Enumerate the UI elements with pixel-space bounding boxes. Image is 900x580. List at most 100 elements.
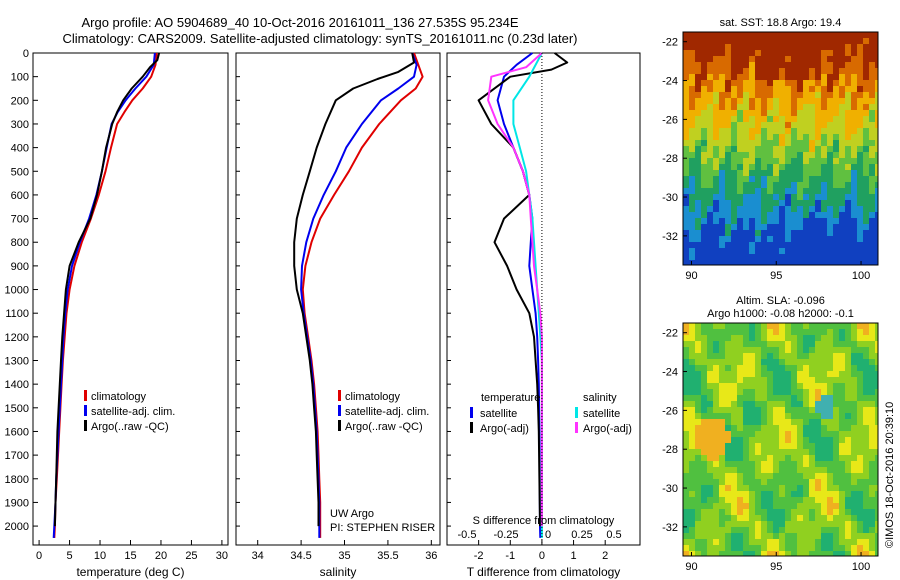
heatmap-cell bbox=[791, 425, 798, 432]
heatmap-cell bbox=[863, 146, 870, 153]
heatmap-cell bbox=[839, 98, 846, 105]
heatmap-cell bbox=[773, 401, 780, 408]
heatmap-cell bbox=[731, 200, 738, 207]
heatmap-cell bbox=[791, 80, 798, 87]
heatmap-cell bbox=[797, 467, 804, 474]
heatmap-cell bbox=[779, 134, 786, 141]
heatmap-cell bbox=[707, 86, 714, 93]
heatmap-cell bbox=[833, 389, 840, 396]
heatmap-cell bbox=[695, 377, 702, 384]
heatmap-cell bbox=[755, 437, 762, 444]
heatmap-cell bbox=[701, 353, 708, 360]
y-tick-label: 1900 bbox=[5, 497, 29, 509]
heatmap-cell bbox=[845, 407, 852, 414]
heatmap-cell bbox=[875, 230, 879, 237]
heatmap-cell bbox=[731, 230, 738, 237]
heatmap-cell bbox=[779, 323, 786, 330]
heatmap-cell bbox=[743, 521, 750, 528]
heatmap-cell bbox=[857, 86, 864, 93]
heatmap-cell bbox=[737, 497, 744, 504]
heatmap-cell bbox=[809, 419, 816, 426]
heatmap-cell bbox=[719, 527, 726, 534]
heatmap-cell bbox=[803, 50, 810, 57]
heatmap-cell bbox=[683, 419, 690, 426]
heatmap-cell bbox=[707, 116, 714, 123]
heatmap-cell bbox=[869, 74, 876, 81]
heatmap-cell bbox=[749, 437, 756, 444]
heatmap-cell bbox=[785, 260, 792, 266]
heatmap-cell bbox=[707, 218, 714, 225]
heatmap-cell bbox=[815, 455, 822, 462]
heatmap-cell bbox=[821, 260, 828, 266]
heatmap-cell bbox=[683, 242, 690, 249]
heatmap-cell bbox=[707, 122, 714, 129]
heatmap-cell bbox=[821, 98, 828, 105]
heatmap-cell bbox=[755, 551, 762, 557]
heatmap-cell bbox=[695, 533, 702, 540]
heatmap-cell bbox=[791, 140, 798, 147]
heatmap-cell bbox=[689, 491, 696, 498]
heatmap-cell bbox=[851, 449, 858, 456]
heatmap-cell bbox=[869, 323, 876, 330]
heatmap-cell bbox=[815, 515, 822, 522]
x-tick-label: 2 bbox=[602, 550, 608, 562]
heatmap-cell bbox=[773, 176, 780, 183]
heatmap-cell bbox=[761, 449, 768, 456]
heatmap-cell bbox=[689, 395, 696, 402]
heatmap-cell bbox=[713, 461, 720, 468]
heatmap-cell bbox=[851, 539, 858, 546]
heatmap-cell bbox=[749, 509, 756, 516]
heatmap-cell bbox=[725, 479, 732, 486]
heatmap-cell bbox=[803, 122, 810, 129]
heatmap-cell bbox=[731, 341, 738, 348]
heatmap-cell bbox=[821, 437, 828, 444]
heatmap-cell bbox=[839, 56, 846, 63]
heatmap-cell bbox=[701, 248, 708, 255]
heatmap-cell bbox=[761, 335, 768, 342]
heatmap-cell bbox=[851, 104, 858, 111]
heatmap-cell bbox=[761, 38, 768, 45]
heatmap-cell bbox=[869, 449, 876, 456]
heatmap-cell bbox=[851, 335, 858, 342]
heatmap-cell bbox=[797, 455, 804, 462]
heatmap-cell bbox=[773, 86, 780, 93]
heatmap-cell bbox=[713, 377, 720, 384]
heatmap-cell bbox=[803, 188, 810, 195]
heatmap-cell bbox=[773, 353, 780, 360]
heatmap-cell bbox=[767, 200, 774, 207]
heatmap-cell bbox=[731, 509, 738, 516]
heatmap-cell bbox=[803, 467, 810, 474]
heatmap-cell bbox=[761, 260, 768, 266]
heatmap-cell bbox=[731, 38, 738, 45]
heatmap-cell bbox=[809, 194, 816, 201]
heatmap-cell bbox=[821, 491, 828, 498]
heatmap-cell bbox=[683, 473, 690, 480]
heatmap-cell bbox=[785, 242, 792, 249]
y-tick-label: -26 bbox=[662, 405, 678, 417]
heatmap-cell bbox=[731, 515, 738, 522]
heatmap-cell bbox=[875, 455, 879, 462]
heatmap-cell bbox=[785, 413, 792, 420]
heatmap-cell bbox=[743, 194, 750, 201]
heatmap-cell bbox=[743, 395, 750, 402]
heatmap-cell bbox=[719, 218, 726, 225]
heatmap-cell bbox=[785, 206, 792, 213]
heatmap-cell bbox=[869, 230, 876, 237]
heatmap-cell bbox=[869, 134, 876, 141]
heatmap-cell bbox=[683, 425, 690, 432]
heatmap-cell bbox=[731, 164, 738, 171]
heatmap-cell bbox=[845, 242, 852, 249]
heatmap-cell bbox=[719, 164, 726, 171]
heatmap-cell bbox=[785, 551, 792, 557]
heatmap-cell bbox=[797, 497, 804, 504]
heatmap-cell bbox=[755, 485, 762, 492]
heatmap-cell bbox=[809, 389, 816, 396]
heatmap-cell bbox=[833, 236, 840, 243]
heatmap-cell bbox=[833, 116, 840, 123]
heatmap-cell bbox=[719, 86, 726, 93]
heatmap-cell bbox=[845, 323, 852, 330]
heatmap-cell bbox=[713, 212, 720, 219]
heatmap-cell bbox=[827, 347, 834, 354]
heatmap-cell bbox=[851, 341, 858, 348]
